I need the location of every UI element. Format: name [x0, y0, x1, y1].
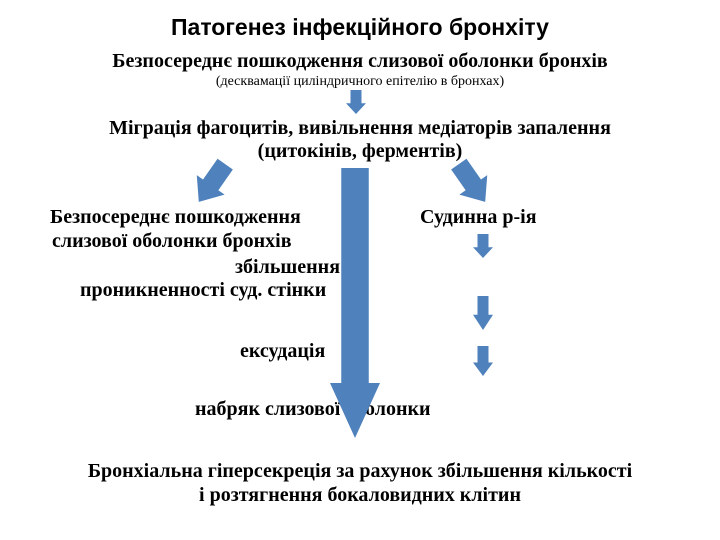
arrows-layer: [0, 0, 720, 540]
